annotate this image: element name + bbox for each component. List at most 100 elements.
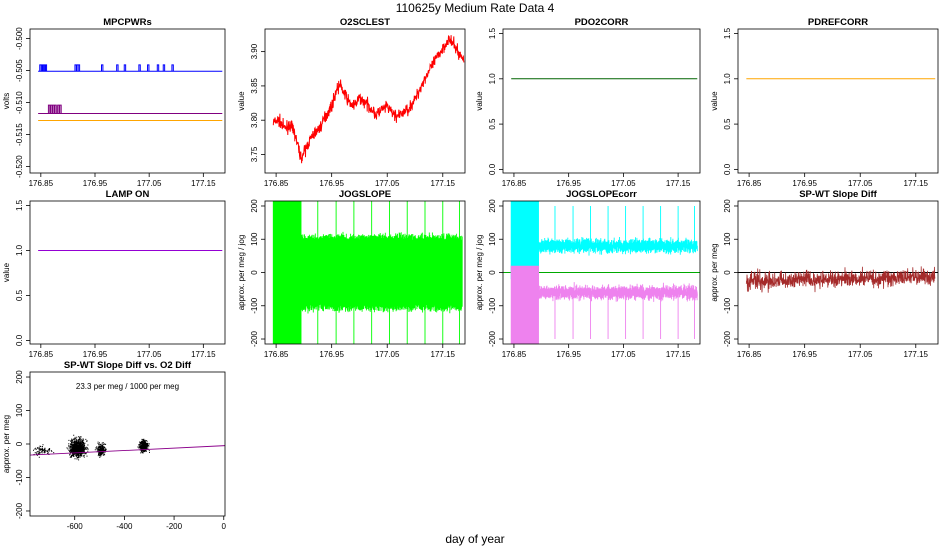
y-axis-label: value [237,91,246,111]
y-tick-label: 1.5 [723,27,732,39]
y-tick-label: -0.500 [15,27,24,50]
y-tick-label: 0 [723,270,732,275]
y-tick-label: 0.5 [723,118,732,130]
y-axis-label: volts [2,93,11,109]
panel-title: MPCPWRs [103,17,152,28]
x-tick-label: 176.85 [502,179,527,188]
x-tick-label: 177.15 [191,179,216,188]
panels: MPCPWRs volts 176.85 176.95 177.05 177.15 -0.5… [2,17,939,531]
plot-area [272,35,465,164]
plot-area [272,201,463,344]
figure-xlabel: day of year [445,532,504,546]
y-tick-label: 200 [15,370,24,384]
x-tick-label: 177.15 [666,179,691,188]
x-tick-label: 176.85 [29,179,54,188]
y-tick-label: 3.85 [250,78,259,94]
x-tick-label: 0 [222,522,227,531]
plot-area [503,201,700,344]
y-tick-label: 200 [250,199,259,213]
x-tick-label: 176.85 [29,350,54,359]
series-jogslope [272,201,463,344]
x-tick-label: 176.95 [83,179,108,188]
y-tick-label: -100 [723,297,732,314]
plot-frame [737,28,939,174]
fit-annotation: 23.3 per meg / 1000 per meg [76,382,179,391]
y-tick-label: -200 [15,502,24,519]
series-lower [510,265,698,344]
x-tick-label: 177.15 [431,350,456,359]
fit-line [30,445,225,456]
panel-pdrefcorr: PDREFCORR value 176.85 176.95 177.05 177.15 0.… [710,17,939,188]
y-tick-label: -200 [250,330,259,347]
plot-frame [29,200,226,345]
y-tick-label: 3.90 [250,43,259,59]
x-tick-label: 177.05 [137,350,162,359]
plot-area [738,266,938,293]
series-o2sclest [272,35,465,164]
panel-spwt: SP-WT Slope Diff approx. per meg 176.85 176… [710,189,939,359]
plot-frame [737,200,939,345]
series-blue [38,64,223,72]
x-tick-label: 176.95 [556,179,581,188]
y-tick-label: 100 [723,232,732,246]
panel-mpcpwrs: MPCPWRs volts 176.85 176.95 177.05 177.15 -0.5… [2,17,226,188]
x-tick-label: 176.95 [83,350,108,359]
plot-frame [502,28,701,174]
panel-title: SP-WT Slope Diff vs. O2 Diff [64,360,192,371]
panel-o2sclest: O2SCLEST value 176.85 176.95 177.05 177.15 3.7… [237,17,466,188]
plot-area [30,434,225,461]
y-tick-label: 1.0 [15,244,24,256]
x-tick-label: 177.15 [431,179,456,188]
panel-title: SP-WT Slope Diff [799,189,877,200]
y-axis-label: approx. per meg / jog [475,235,484,311]
x-tick-label: 177.05 [848,179,873,188]
y-tick-label: -100 [250,297,259,314]
y-tick-label: 200 [723,199,732,213]
y-tick-label: -0.520 [15,155,24,178]
panel-lampon: LAMP ON value 176.85 176.95 177.05 177.15 0.0 0… [2,189,226,359]
x-tick-label: 176.85 [264,179,289,188]
x-tick-label: 176.95 [792,179,817,188]
x-tick-label: -400 [116,522,133,531]
panel-title: JOGSLOPE [339,189,391,200]
series-upper [510,201,698,280]
x-tick-label: -600 [67,522,84,531]
x-tick-label: 176.85 [737,350,762,359]
x-tick-label: 177.15 [904,350,929,359]
x-tick-label: 176.85 [264,350,289,359]
plot-frame [29,28,226,174]
y-axis-label: value [475,91,484,111]
panel-title: JOGSLOPEcorr [566,189,637,200]
y-axis-label: value [710,91,719,111]
x-tick-label: 177.05 [611,179,636,188]
y-tick-label: 3.80 [250,112,259,128]
x-tick-label: 177.05 [848,350,873,359]
y-tick-label: 100 [250,232,259,246]
scatter-points [30,434,150,461]
figure-title: 110625y Medium Rate Data 4 [396,1,555,15]
y-tick-label: -200 [488,330,497,347]
y-tick-label: -200 [723,330,732,347]
y-tick-label: -0.510 [15,91,24,114]
plot-frame [29,371,226,517]
y-axis-label: value [2,262,11,282]
y-axis-label: approx. per meg [2,415,11,473]
series-sp-wt [745,266,936,293]
y-tick-label: -100 [15,469,24,486]
y-tick-label: -0.515 [15,123,24,146]
x-tick-label: 177.05 [611,350,636,359]
x-tick-label: 177.05 [375,350,400,359]
y-tick-label: 0 [250,270,259,275]
x-tick-label: 176.85 [737,179,762,188]
panel-scatter: SP-WT Slope Diff vs. O2 Diff approx. per … [2,360,227,531]
x-tick-label: -200 [166,522,183,531]
x-tick-label: 176.95 [319,179,344,188]
y-tick-label: 1.0 [488,73,497,85]
y-tick-label: 0.0 [15,334,24,346]
y-tick-label: 0 [488,270,497,275]
x-tick-label: 177.15 [191,350,216,359]
y-tick-label: 0.5 [488,118,497,130]
y-tick-label: 3.75 [250,146,259,162]
y-tick-label: -0.505 [15,59,24,82]
